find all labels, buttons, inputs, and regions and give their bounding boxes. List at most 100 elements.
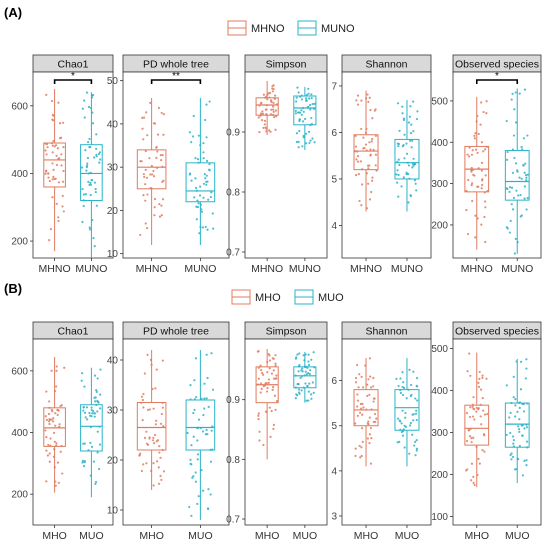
jitter-point <box>414 454 417 457</box>
jitter-point <box>299 95 302 98</box>
jitter-point <box>368 416 371 419</box>
jitter-point <box>53 466 56 469</box>
jitter-point <box>258 131 261 134</box>
jitter-point <box>369 375 372 378</box>
x-tick-label: MHNO <box>251 263 283 275</box>
jitter-point <box>407 164 411 167</box>
jitter-point <box>481 183 484 187</box>
jitter-point <box>306 106 309 109</box>
jitter-point <box>208 100 211 103</box>
jitter-point <box>525 176 528 179</box>
jitter-point <box>58 425 61 428</box>
jitter-point <box>160 214 163 217</box>
jitter-point <box>365 172 368 175</box>
jitter-point <box>57 181 61 184</box>
jitter-point <box>398 419 401 422</box>
jitter-point <box>517 194 520 197</box>
x-tick-label: MHNO <box>461 263 493 275</box>
jitter-point <box>141 127 144 130</box>
jitter-point <box>368 198 372 201</box>
jitter-point <box>360 168 364 171</box>
jitter-point <box>55 444 58 447</box>
jitter-point <box>354 134 357 137</box>
jitter-point <box>48 179 51 183</box>
jitter-point <box>483 434 486 437</box>
jitter-point <box>525 426 529 429</box>
jitter-point <box>412 157 415 160</box>
jitter-point <box>58 137 62 140</box>
jitter-point <box>142 116 146 119</box>
jitter-point <box>203 407 206 410</box>
jitter-point <box>155 460 159 463</box>
jitter-point <box>194 471 197 474</box>
jitter-point <box>210 429 213 432</box>
jitter-point <box>404 416 407 419</box>
jitter-point <box>370 408 373 411</box>
y-tick-label: 6 <box>331 128 337 139</box>
jitter-point <box>190 444 193 447</box>
jitter-point <box>158 215 162 218</box>
jitter-point <box>94 480 98 484</box>
jitter-point <box>153 122 157 125</box>
jitter-point <box>407 172 410 176</box>
jitter-point <box>523 171 526 174</box>
jitter-point <box>514 398 517 401</box>
jitter-point <box>310 116 313 120</box>
jitter-point <box>203 172 206 176</box>
jitter-point <box>56 461 60 464</box>
jitter-point <box>472 173 475 176</box>
jitter-point <box>266 386 269 390</box>
jitter-point <box>194 480 198 483</box>
jitter-point <box>355 99 358 102</box>
jitter-point <box>58 423 61 426</box>
jitter-point <box>367 378 370 381</box>
jitter-point <box>95 388 98 392</box>
jitter-point <box>150 363 153 366</box>
jitter-point <box>477 132 480 136</box>
jitter-point <box>470 441 473 444</box>
jitter-point <box>483 148 487 151</box>
jitter-point <box>266 98 269 101</box>
jitter-point <box>475 445 478 449</box>
jitter-point <box>409 424 412 427</box>
jitter-point <box>302 386 305 389</box>
jitter-point <box>268 406 271 409</box>
facet-title: Shannon <box>365 59 407 71</box>
jitter-point <box>91 412 94 415</box>
jitter-point <box>299 376 302 379</box>
jitter-point <box>481 179 484 182</box>
y-tick-label: 0.8 <box>226 188 240 199</box>
jitter-point <box>308 97 311 100</box>
jitter-point <box>143 372 146 375</box>
jitter-point <box>92 460 96 463</box>
jitter-point <box>368 96 371 99</box>
jitter-point <box>189 384 192 387</box>
jitter-point <box>401 105 404 108</box>
jitter-point <box>142 406 145 409</box>
jitter-point <box>202 157 205 160</box>
jitter-point <box>509 431 512 435</box>
legend-label-a1: MHNO <box>251 23 285 35</box>
jitter-point <box>516 410 519 413</box>
jitter-point <box>359 411 362 414</box>
jitter-point <box>159 474 162 478</box>
jitter-point <box>84 193 87 196</box>
jitter-point <box>93 412 96 415</box>
y-tick-label: 0.9 <box>226 128 240 139</box>
jitter-point <box>204 225 207 229</box>
panel-b-legend: MHO MUO <box>231 289 344 305</box>
jitter-point <box>196 458 199 461</box>
jitter-point <box>510 186 514 189</box>
y-tick-label: 400 <box>431 138 448 149</box>
jitter-point <box>307 353 310 356</box>
jitter-point <box>415 189 418 192</box>
box-muno <box>293 86 317 150</box>
jitter-point <box>523 427 526 430</box>
jitter-point <box>50 142 54 145</box>
jitter-point <box>193 408 196 411</box>
jitter-point <box>267 381 270 384</box>
jitter-point <box>269 130 272 133</box>
jitter-point <box>510 98 513 101</box>
jitter-point <box>358 444 361 448</box>
jitter-point <box>411 433 414 436</box>
